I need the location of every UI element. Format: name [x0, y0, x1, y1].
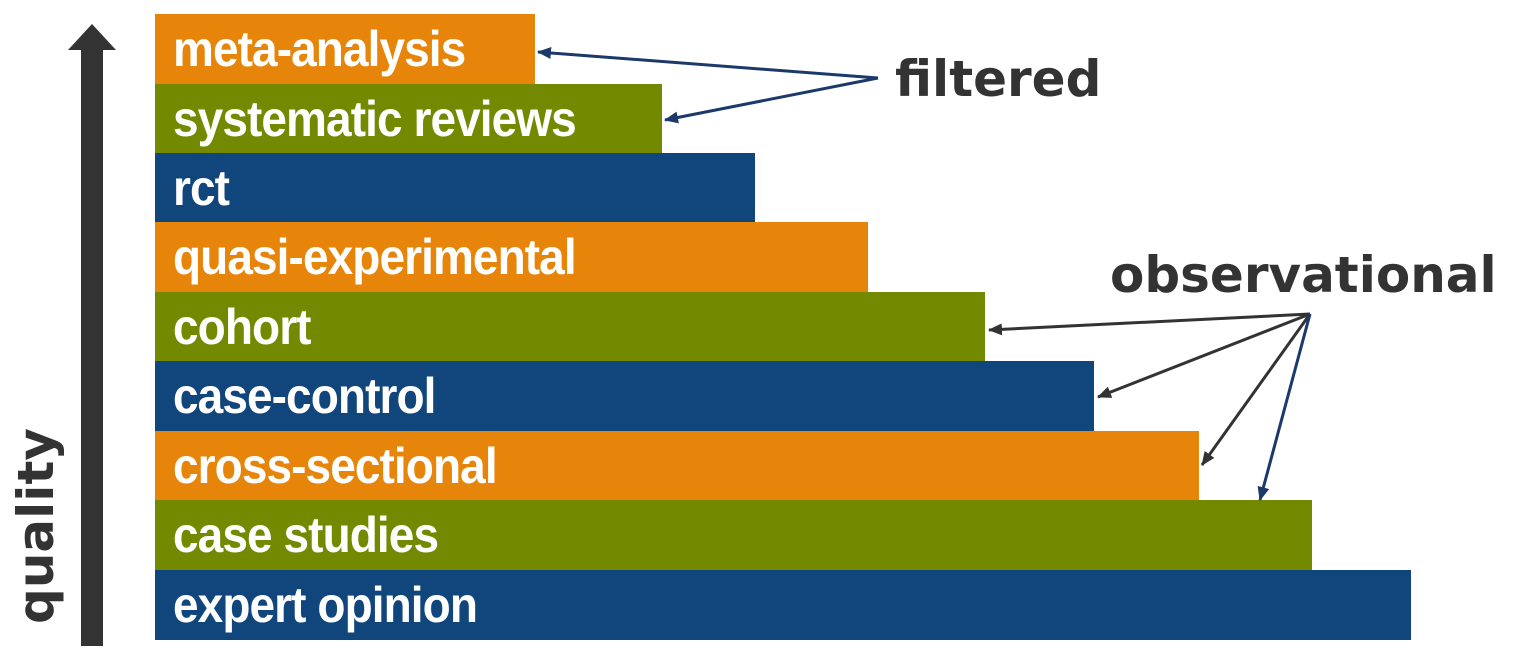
level-label: meta-analysis: [173, 21, 466, 77]
level-label: rct: [173, 160, 230, 216]
level-label: case-control: [173, 368, 436, 424]
level-systematic-reviews: systematic reviews: [155, 84, 662, 154]
level-label: cohort: [173, 299, 312, 355]
arrow-to-case-studies: [1257, 313, 1312, 501]
arrow-to-systematic-reviews: [664, 76, 879, 124]
level-case-control: case-control: [155, 361, 1094, 431]
level-label: cross-sectional: [173, 438, 498, 494]
level-cross-sectional: cross-sectional: [155, 431, 1199, 501]
level-label: expert opinion: [173, 577, 478, 633]
observational-arrows: [988, 312, 1312, 501]
observational-label: observational: [1110, 246, 1497, 304]
quality-arrow: [68, 24, 116, 646]
arrow-to-cohort: [988, 312, 1311, 336]
arrow-to-meta-analysis: [537, 47, 879, 80]
arrow-to-case-control: [1097, 312, 1311, 399]
quality-arrow-shaft: [81, 46, 103, 646]
level-label: systematic reviews: [173, 91, 577, 147]
level-label: case studies: [173, 507, 439, 563]
level-cohort: cohort: [155, 292, 985, 362]
filtered-arrows: [537, 47, 879, 124]
level-meta-analysis: meta-analysis: [155, 14, 535, 84]
arrow-up-icon: [68, 24, 116, 50]
level-case-studies: case studies: [155, 500, 1312, 570]
level-quasi-experimental: quasi-experimental: [155, 222, 868, 292]
level-expert-opinion: expert opinion: [155, 570, 1411, 640]
arrow-to-cross-sectional: [1200, 313, 1312, 466]
level-rct: rct: [155, 153, 755, 223]
filtered-label: filtered: [895, 50, 1102, 108]
level-label: quasi-experimental: [173, 229, 577, 285]
